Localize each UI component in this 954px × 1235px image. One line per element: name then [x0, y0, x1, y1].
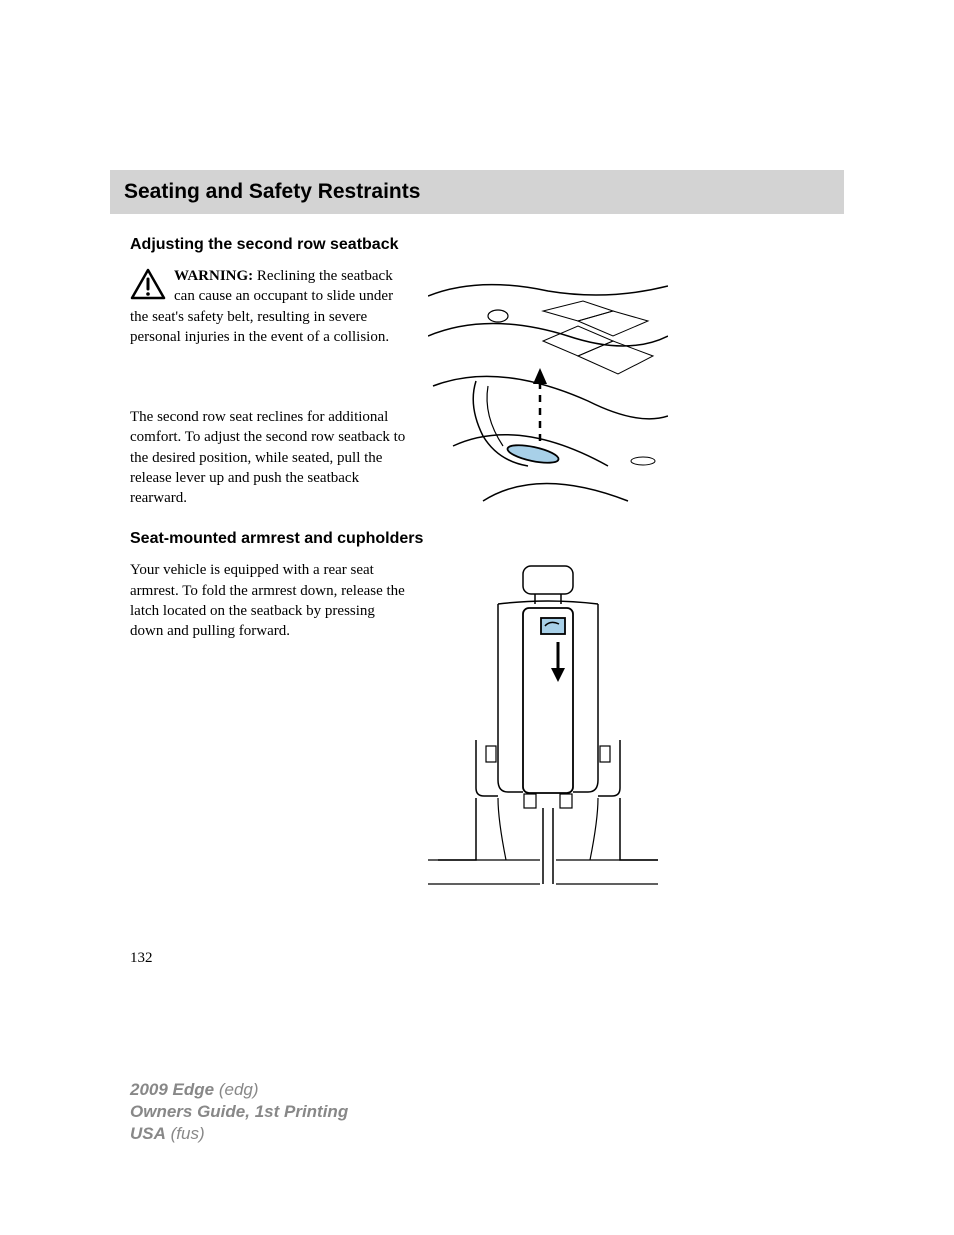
- footer-region-code: (fus): [166, 1124, 205, 1143]
- page-container: Seating and Safety Restraints Adjusting …: [0, 0, 954, 1235]
- subhead-adjusting: Adjusting the second row seatback: [130, 236, 824, 254]
- warning-label: WARNING:: [174, 268, 253, 284]
- warning-text: Reclining the seatback can cause an occu…: [130, 268, 393, 345]
- footer-line-2: Owners Guide, 1st Printing: [130, 1101, 348, 1123]
- seat-recline-illustration: [428, 266, 668, 506]
- text-col-1: WARNING: Reclining the seatback can caus…: [130, 266, 410, 508]
- footer-model-code: (edg): [214, 1080, 258, 1099]
- footer-region: USA: [130, 1124, 166, 1143]
- row-2: Your vehicle is equipped with a rear sea…: [130, 560, 824, 890]
- footer-line-1: 2009 Edge (edg): [130, 1079, 348, 1101]
- row-1: WARNING: Reclining the seatback can caus…: [130, 266, 824, 508]
- figure-recline: [428, 266, 824, 508]
- para-armrest: Your vehicle is equipped with a rear sea…: [130, 560, 410, 641]
- section-header: Seating and Safety Restraints: [110, 170, 844, 214]
- footer: 2009 Edge (edg) Owners Guide, 1st Printi…: [130, 1079, 348, 1145]
- footer-model: 2009 Edge: [130, 1080, 214, 1099]
- page-number: 132: [130, 950, 824, 967]
- para-recline: The second row seat reclines for additio…: [130, 407, 410, 508]
- figure-armrest: [428, 560, 824, 890]
- text-col-2: Your vehicle is equipped with a rear sea…: [130, 560, 410, 890]
- warning-block: WARNING: Reclining the seatback can caus…: [130, 266, 410, 347]
- footer-line-3: USA (fus): [130, 1123, 348, 1145]
- armrest-illustration: [428, 560, 658, 890]
- subhead-armrest: Seat-mounted armrest and cupholders: [130, 530, 824, 548]
- section-header-text: Seating and Safety Restraints: [124, 180, 830, 204]
- warning-triangle-icon: [130, 268, 166, 306]
